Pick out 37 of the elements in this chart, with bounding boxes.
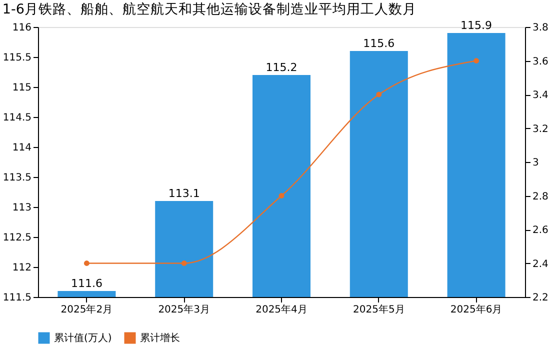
- y-tick-label: 115.5: [2, 52, 32, 64]
- y-tick-label: 115: [12, 82, 32, 94]
- data-label: 115.2: [266, 61, 298, 74]
- y2-tick-label: 2.4: [532, 258, 548, 270]
- y-tick-label: 113.5: [2, 172, 32, 184]
- y2-tick-label: 2.8: [532, 191, 548, 202]
- data-label: 113.1: [168, 187, 200, 200]
- data-label: 111.6: [70, 277, 102, 290]
- y-tick-label: 111.5: [2, 292, 32, 304]
- y-tick-label: 113: [12, 202, 32, 214]
- y2-tick-label: 3: [532, 158, 539, 168]
- y-tick-label: 112.5: [2, 232, 32, 244]
- x-tick-label: 2025年3月: [158, 304, 210, 316]
- point: [84, 260, 90, 266]
- y2-tick-label: 3.8: [532, 22, 548, 34]
- point: [376, 92, 382, 98]
- x-tick-label: 2025年6月: [450, 304, 502, 316]
- y-tick-label: 114.5: [2, 112, 32, 124]
- y-tick-label: 116: [12, 22, 32, 34]
- point: [278, 193, 284, 198]
- point: [181, 260, 187, 266]
- y2-tick-label: 2.2: [532, 292, 548, 304]
- y2-tick-label: 3.2: [532, 124, 548, 135]
- y2-tick-label: 3.6: [532, 56, 548, 68]
- x-tick-label: 2025年5月: [352, 304, 405, 316]
- legend-label: 累计值(万人): [54, 332, 112, 344]
- y2-tick-label: 3.4: [532, 90, 548, 101]
- y-tick-label: 112: [12, 262, 32, 274]
- point: [474, 58, 480, 64]
- y-tick-label: 114: [12, 142, 32, 154]
- chart-title: 1-6月铁路、船舶、航空航天和其他运输设备制造业平均用工人数月: [2, 2, 416, 18]
- data-label: 115.9: [460, 19, 492, 32]
- y2-tick-label: 2.6: [532, 225, 548, 236]
- data-label: 115.6: [363, 37, 395, 50]
- x-tick-label: 2025年2月: [60, 304, 113, 316]
- x-tick-label: 2025年4月: [256, 304, 308, 316]
- legend-label: 累计增长: [140, 332, 180, 344]
